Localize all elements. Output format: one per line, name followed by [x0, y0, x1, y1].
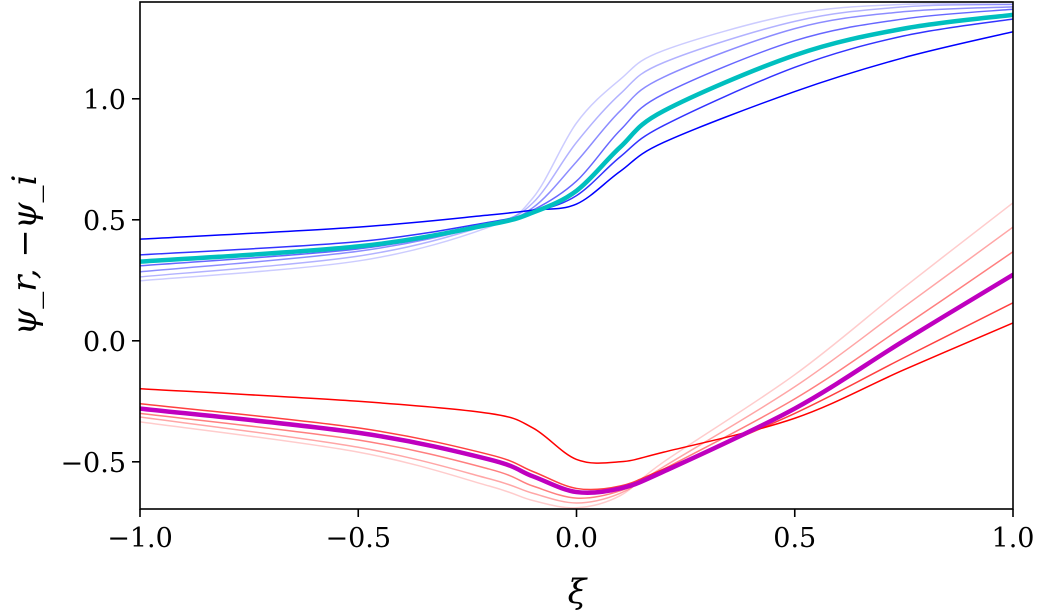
- series-line-psi_r_5: [140, 18, 1013, 256]
- x-tick-label: 0.0: [555, 523, 598, 554]
- y-tick-label: 0.5: [83, 206, 126, 237]
- x-tick-label: −0.5: [325, 523, 391, 554]
- series-line-neg_psi_i_2: [140, 226, 1013, 504]
- series-line-neg_psi_i_3: [140, 250, 1013, 499]
- y-axis-label: ψ_r, −ψ_i: [5, 175, 45, 336]
- series-lines: [140, 2, 1013, 509]
- series-line-neg_psi_i_highlight: [140, 272, 1013, 496]
- series-line-psi_r_4: [140, 8, 1013, 267]
- x-tick-label: 1.0: [992, 523, 1035, 554]
- x-tick-label: −1.0: [107, 523, 173, 554]
- series-line-psi_r_1: [140, 2, 1013, 282]
- x-axis-label: ξ: [568, 572, 589, 612]
- y-tick-label: 0.0: [83, 327, 126, 358]
- series-line-neg_psi_i_1: [140, 202, 1013, 509]
- series-line-psi_r_6: [140, 31, 1013, 240]
- ticks: −1.0 −0.5 0.0 0.5 1.0 −0.5 0.0 0.5 1.0: [60, 85, 1034, 554]
- series-line-neg_psi_i_4: [140, 302, 1013, 491]
- series-line-neg_psi_i_5: [140, 322, 1013, 464]
- series-line-psi_r_3: [140, 6, 1013, 273]
- y-tick-label: 1.0: [83, 85, 126, 116]
- y-tick-label: −0.5: [60, 448, 126, 479]
- series-line-psi_r_highlight: [140, 12, 1013, 264]
- series-line-psi_r_2: [140, 3, 1013, 278]
- x-tick-label: 0.5: [773, 523, 816, 554]
